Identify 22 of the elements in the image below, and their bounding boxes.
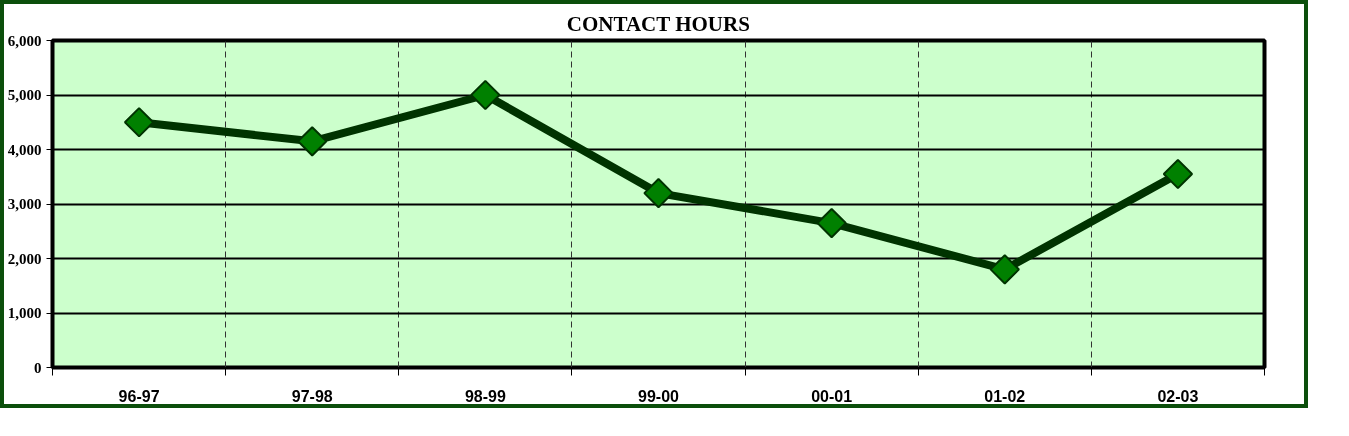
point bbox=[643, 177, 674, 209]
x-tick-label: 02-03 bbox=[1157, 387, 1199, 405]
point bbox=[816, 207, 847, 239]
point bbox=[1162, 158, 1194, 190]
point bbox=[470, 79, 501, 111]
x-tick-label: 98-99 bbox=[464, 387, 506, 405]
y-tick-label: 4,000 bbox=[7, 141, 42, 158]
point bbox=[297, 126, 328, 157]
x-tick-label: 97-98 bbox=[291, 387, 333, 405]
point bbox=[123, 107, 155, 138]
x-tick-label: 01-02 bbox=[984, 387, 1026, 405]
chart-title: CONTACT HOURS bbox=[566, 11, 750, 36]
y-tick-label: 5,000 bbox=[7, 87, 42, 103]
x-tick-label: 99-00 bbox=[638, 387, 680, 405]
y-tick-label: 3,000 bbox=[7, 196, 42, 212]
y-tick-label: 6,000 bbox=[7, 32, 42, 49]
y-tick-label: 2,000 bbox=[7, 250, 42, 267]
x-tick-label: 96-97 bbox=[118, 387, 160, 405]
y-tick-label: 1,000 bbox=[7, 305, 42, 321]
x-tick-label: 00-01 bbox=[811, 387, 853, 405]
y-tick-label: 0 bbox=[34, 359, 42, 376]
point bbox=[989, 254, 1020, 285]
